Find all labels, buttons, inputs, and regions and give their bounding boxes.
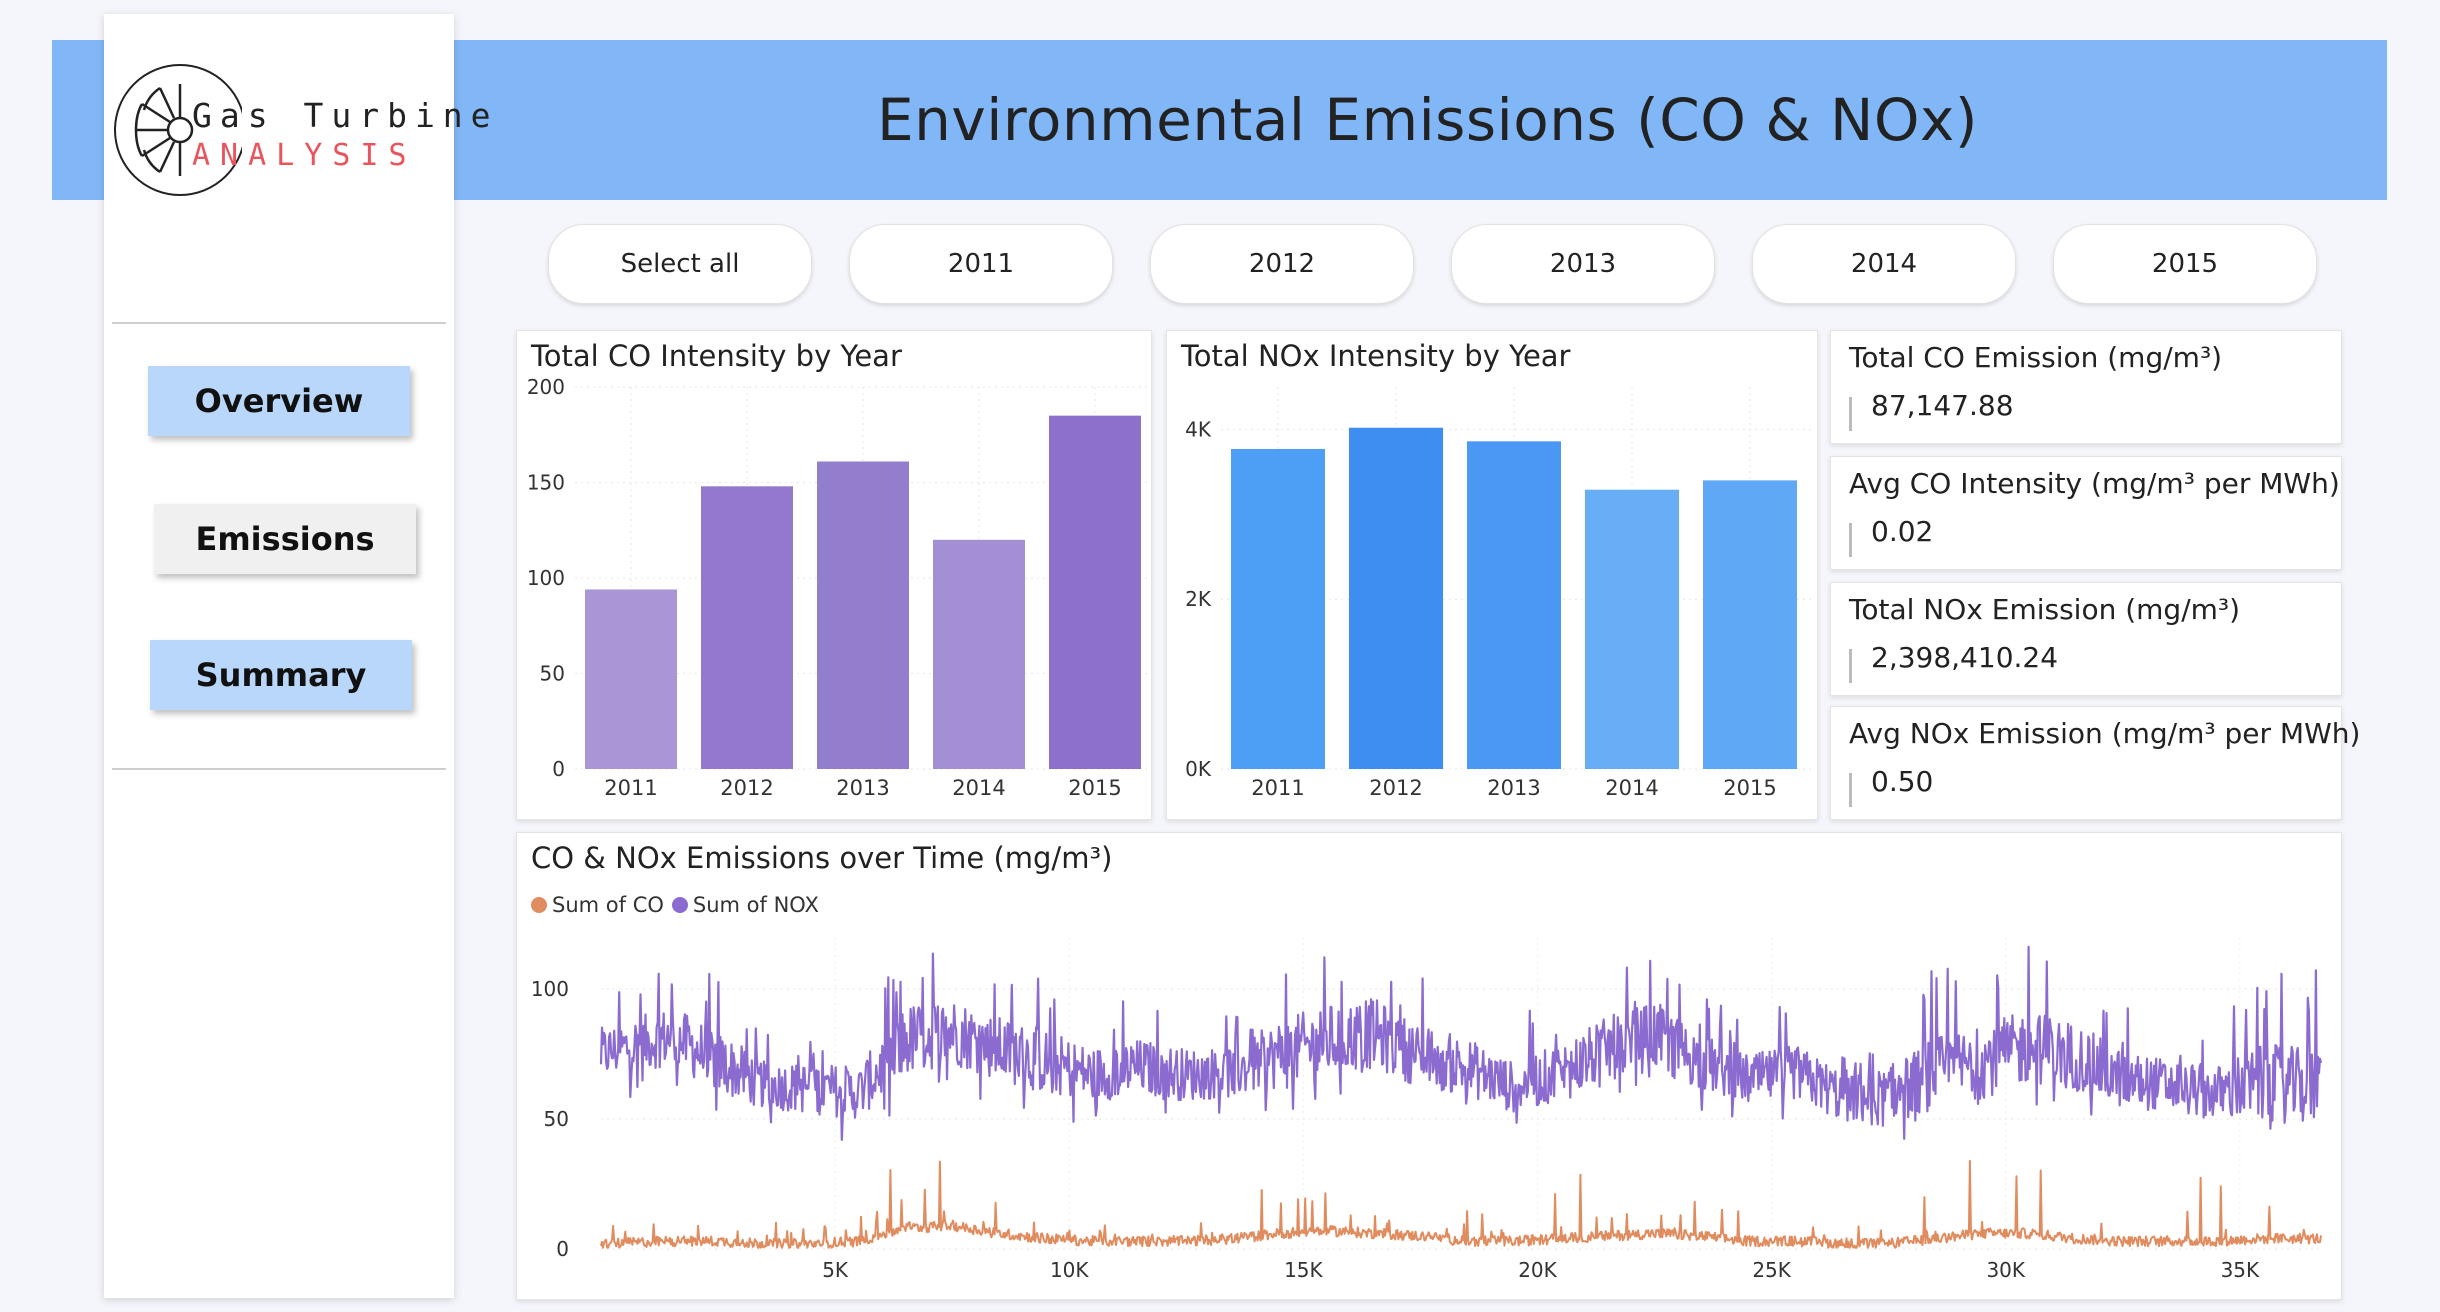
filter-2012-button[interactable]: 2012 bbox=[1150, 224, 1414, 304]
nox-intensity-chart-panel: Total NOx Intensity by Year 0K 2K 4K 2011 20… bbox=[1166, 330, 1818, 820]
line-ytick-label: 50 bbox=[544, 1107, 569, 1131]
logo-text-line1: Gas Turbine bbox=[192, 96, 499, 135]
nox-xtick-label-2011: 2011 bbox=[1251, 776, 1304, 800]
co-ytick-label: 0 bbox=[552, 757, 565, 781]
filter-2013-button[interactable]: 2013 bbox=[1451, 224, 1715, 304]
co-xtick-label-2014: 2014 bbox=[952, 776, 1005, 800]
nox-bar-2011 bbox=[1231, 448, 1325, 769]
line-xtick-label: 10K bbox=[1050, 1258, 1089, 1282]
card-total-nox: Total NOx Emission (mg/m³) 2,398,410.24 bbox=[1830, 582, 2342, 696]
filter-select-all-button[interactable]: Select all bbox=[548, 224, 812, 304]
co-intensity-chart-panel: Total CO Intensity by Year 0 50 100 150 200 2… bbox=[516, 330, 1152, 820]
card-accent-bar bbox=[1849, 649, 1852, 683]
line-chart-title: CO & NOx Emissions over Time (mg/m³) bbox=[531, 841, 1113, 875]
line-xtick-label: 35K bbox=[2221, 1258, 2260, 1282]
nox-bar-2012 bbox=[1349, 427, 1443, 769]
logo-text-line2: ANALYSIS bbox=[192, 138, 417, 173]
co-xtick-label-2013: 2013 bbox=[836, 776, 889, 800]
nox-ytick-label: 2K bbox=[1185, 587, 1212, 611]
nox-intensity-chart: 0K 2K 4K 2011 2012 2013 2014 2015 bbox=[1185, 387, 1811, 800]
line-ytick-label: 0 bbox=[556, 1237, 569, 1261]
nox-xtick-label-2014: 2014 bbox=[1605, 776, 1658, 800]
card-avg-nox-value: 0.50 bbox=[1871, 765, 1934, 798]
card-total-nox-value: 2,398,410.24 bbox=[1871, 641, 2059, 674]
co-bar-2012 bbox=[701, 486, 793, 769]
nox-bar-2015 bbox=[1703, 480, 1797, 769]
line-xtick-label: 15K bbox=[1284, 1258, 1323, 1282]
nox-series-line bbox=[599, 945, 2323, 1141]
legend-nox-label: Sum of NOX bbox=[692, 893, 819, 917]
co-ytick-label: 200 bbox=[527, 375, 565, 399]
card-total-co-label: Total CO Emission (mg/m³) bbox=[1849, 341, 2223, 374]
card-avg-co-intensity: Avg CO Intensity (mg/m³ per MWh) 0.02 bbox=[1830, 456, 2342, 570]
card-avg-nox-label: Avg NOx Emission (mg/m³ per MWh) bbox=[1849, 717, 2361, 750]
legend-nox-dot bbox=[671, 897, 688, 913]
nox-xtick-label-2015: 2015 bbox=[1723, 776, 1776, 800]
sidebar: Gas Turbine ANALYSIS Overview Emissions … bbox=[104, 14, 491, 1298]
card-avg-co-value: 0.02 bbox=[1871, 515, 1934, 548]
page-title: Environmental Emissions (CO & NOx) bbox=[876, 86, 1979, 154]
nox-ytick-label: 4K bbox=[1185, 417, 1212, 441]
nav-emissions-button[interactable]: Emissions bbox=[154, 504, 416, 574]
card-total-co-value: 87,147.88 bbox=[1871, 389, 2014, 422]
line-chart-legend: Sum of CO Sum of NOX bbox=[531, 893, 819, 917]
emissions-over-time-panel: CO & NOx Emissions over Time (mg/m³) Sum… bbox=[516, 832, 2342, 1300]
co-intensity-chart: 0 50 100 150 200 2011 2012 2013 2014 2015 bbox=[527, 375, 1151, 800]
legend-co-label: Sum of CO bbox=[552, 893, 664, 917]
nox-ytick-label: 0K bbox=[1185, 757, 1212, 781]
legend-co-dot bbox=[531, 897, 547, 913]
line-xtick-label: 5K bbox=[822, 1258, 849, 1282]
co-chart-title: Total CO Intensity by Year bbox=[531, 339, 902, 373]
co-xtick-label-2015: 2015 bbox=[1068, 776, 1121, 800]
co-ytick-label: 150 bbox=[527, 471, 565, 495]
card-avg-co-label: Avg CO Intensity (mg/m³ per MWh) bbox=[1849, 467, 2340, 500]
co-bar-2015 bbox=[1049, 415, 1141, 769]
nox-xtick-label-2012: 2012 bbox=[1369, 776, 1422, 800]
nox-chart-title: Total NOx Intensity by Year bbox=[1181, 339, 1571, 373]
card-total-co: Total CO Emission (mg/m³) 87,147.88 bbox=[1830, 330, 2342, 444]
card-avg-nox-emission: Avg NOx Emission (mg/m³ per MWh) 0.50 bbox=[1830, 706, 2360, 820]
line-xtick-label: 30K bbox=[1986, 1258, 2025, 1282]
co-ytick-label: 50 bbox=[540, 662, 565, 686]
card-accent-bar bbox=[1849, 397, 1852, 431]
co-xtick-label-2011: 2011 bbox=[604, 776, 657, 800]
nav-overview-button[interactable]: Overview bbox=[148, 366, 410, 436]
sidebar-divider-bottom bbox=[112, 768, 446, 770]
line-xtick-label: 20K bbox=[1518, 1258, 1557, 1282]
co-series-line bbox=[600, 1160, 2322, 1249]
co-xtick-label-2012: 2012 bbox=[720, 776, 773, 800]
nox-bar-2013 bbox=[1467, 441, 1561, 769]
card-accent-bar bbox=[1849, 523, 1852, 557]
line-ytick-label: 100 bbox=[531, 977, 569, 1001]
logo: Gas Turbine ANALYSIS bbox=[112, 54, 491, 204]
turbine-logo-icon bbox=[114, 64, 242, 196]
co-ytick-label: 100 bbox=[527, 566, 565, 590]
line-xtick-label: 25K bbox=[1752, 1258, 1791, 1282]
sidebar-divider-top bbox=[112, 322, 446, 324]
nox-bar-2014 bbox=[1585, 489, 1679, 769]
nav-summary-button[interactable]: Summary bbox=[150, 640, 412, 710]
nox-xtick-label-2013: 2013 bbox=[1487, 776, 1540, 800]
filter-2015-button[interactable]: 2015 bbox=[2053, 224, 2317, 304]
co-bar-2011 bbox=[585, 589, 677, 769]
card-total-nox-label: Total NOx Emission (mg/m³) bbox=[1849, 593, 2241, 626]
emissions-line-chart: 0 50 100 5K 10K 15K 20K 25K 30K 35K bbox=[531, 937, 2323, 1282]
co-bar-2013 bbox=[817, 461, 909, 769]
filter-2014-button[interactable]: 2014 bbox=[1752, 224, 2016, 304]
card-accent-bar bbox=[1849, 773, 1852, 807]
co-bar-2014 bbox=[933, 539, 1025, 769]
filter-2011-button[interactable]: 2011 bbox=[849, 224, 1113, 304]
